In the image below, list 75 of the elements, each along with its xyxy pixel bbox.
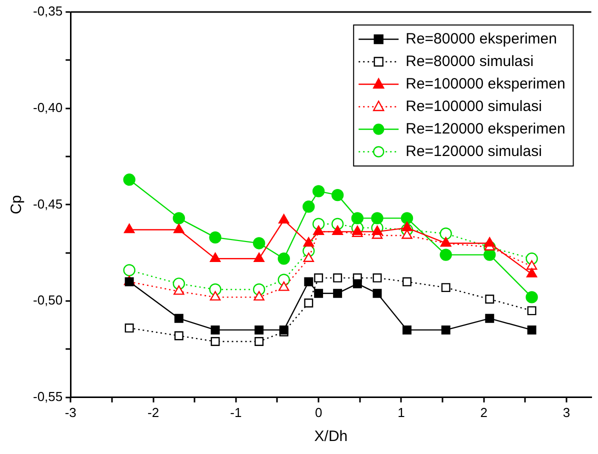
point (485, 314, 494, 323)
point (278, 281, 290, 291)
y-tick-label: -0,45 (32, 196, 63, 212)
point (371, 212, 384, 224)
point (441, 283, 450, 292)
point (304, 277, 314, 286)
point (252, 237, 266, 250)
point (312, 185, 325, 198)
point (331, 188, 344, 202)
point (304, 298, 314, 308)
point (210, 325, 220, 334)
y-tick-label: -0,55 (32, 388, 63, 404)
x-tick-label: -2 (147, 404, 160, 420)
point (210, 252, 221, 262)
legend-label: Re=120000 eksperimen (406, 120, 566, 138)
point (174, 314, 184, 323)
point (527, 325, 536, 334)
legend-label: Re=120000 simulasi (406, 142, 542, 160)
point (441, 325, 450, 334)
point (333, 288, 342, 298)
point (123, 264, 136, 276)
x-tick-label: 3 (562, 404, 570, 420)
point (484, 237, 496, 247)
point (123, 174, 136, 186)
point (402, 222, 412, 232)
y-tick-label: -0,50 (32, 292, 63, 308)
point (314, 273, 324, 282)
point (372, 226, 383, 236)
x-tick-label: 2 (480, 404, 488, 420)
point (440, 228, 452, 240)
point (278, 214, 290, 224)
point (352, 279, 362, 288)
point (174, 224, 184, 234)
point (303, 252, 314, 262)
point (174, 331, 184, 340)
point (124, 324, 134, 333)
point (254, 325, 264, 334)
x-tick-label: 0 (314, 404, 322, 420)
legend-label: Re=80000 simulasi (406, 52, 534, 70)
point (351, 212, 364, 224)
point (210, 337, 220, 346)
point (402, 325, 412, 334)
point (210, 291, 221, 301)
legend-label: Re=100000 simulasi (406, 98, 542, 115)
point (302, 200, 315, 213)
point (372, 273, 382, 282)
point (209, 231, 222, 244)
x-axis-title: X/Dh (314, 428, 348, 446)
y-tick-label: -0,40 (32, 100, 63, 115)
point (254, 337, 264, 346)
x-tick-label: -3 (64, 404, 76, 420)
point (172, 212, 185, 224)
point (333, 273, 342, 282)
point (174, 285, 184, 295)
point (526, 291, 538, 304)
point (485, 294, 494, 304)
point (526, 260, 538, 270)
point (254, 252, 264, 262)
point (124, 224, 135, 234)
point (402, 277, 412, 286)
point (526, 268, 538, 278)
point (372, 288, 382, 298)
y-axis-title: Cp (8, 195, 26, 214)
point (527, 306, 536, 316)
legend-label: Re=80000 eksperimen (406, 30, 557, 48)
point (440, 248, 452, 261)
point (278, 252, 290, 265)
point (254, 291, 264, 301)
x-tick-label: -1 (230, 404, 242, 420)
legend-label: Re=100000 eksperimen (406, 75, 566, 92)
y-tick-label: -0,35 (32, 4, 63, 19)
point (314, 288, 324, 298)
x-tick-label: 1 (398, 404, 405, 420)
point (303, 237, 314, 247)
point (400, 212, 414, 224)
